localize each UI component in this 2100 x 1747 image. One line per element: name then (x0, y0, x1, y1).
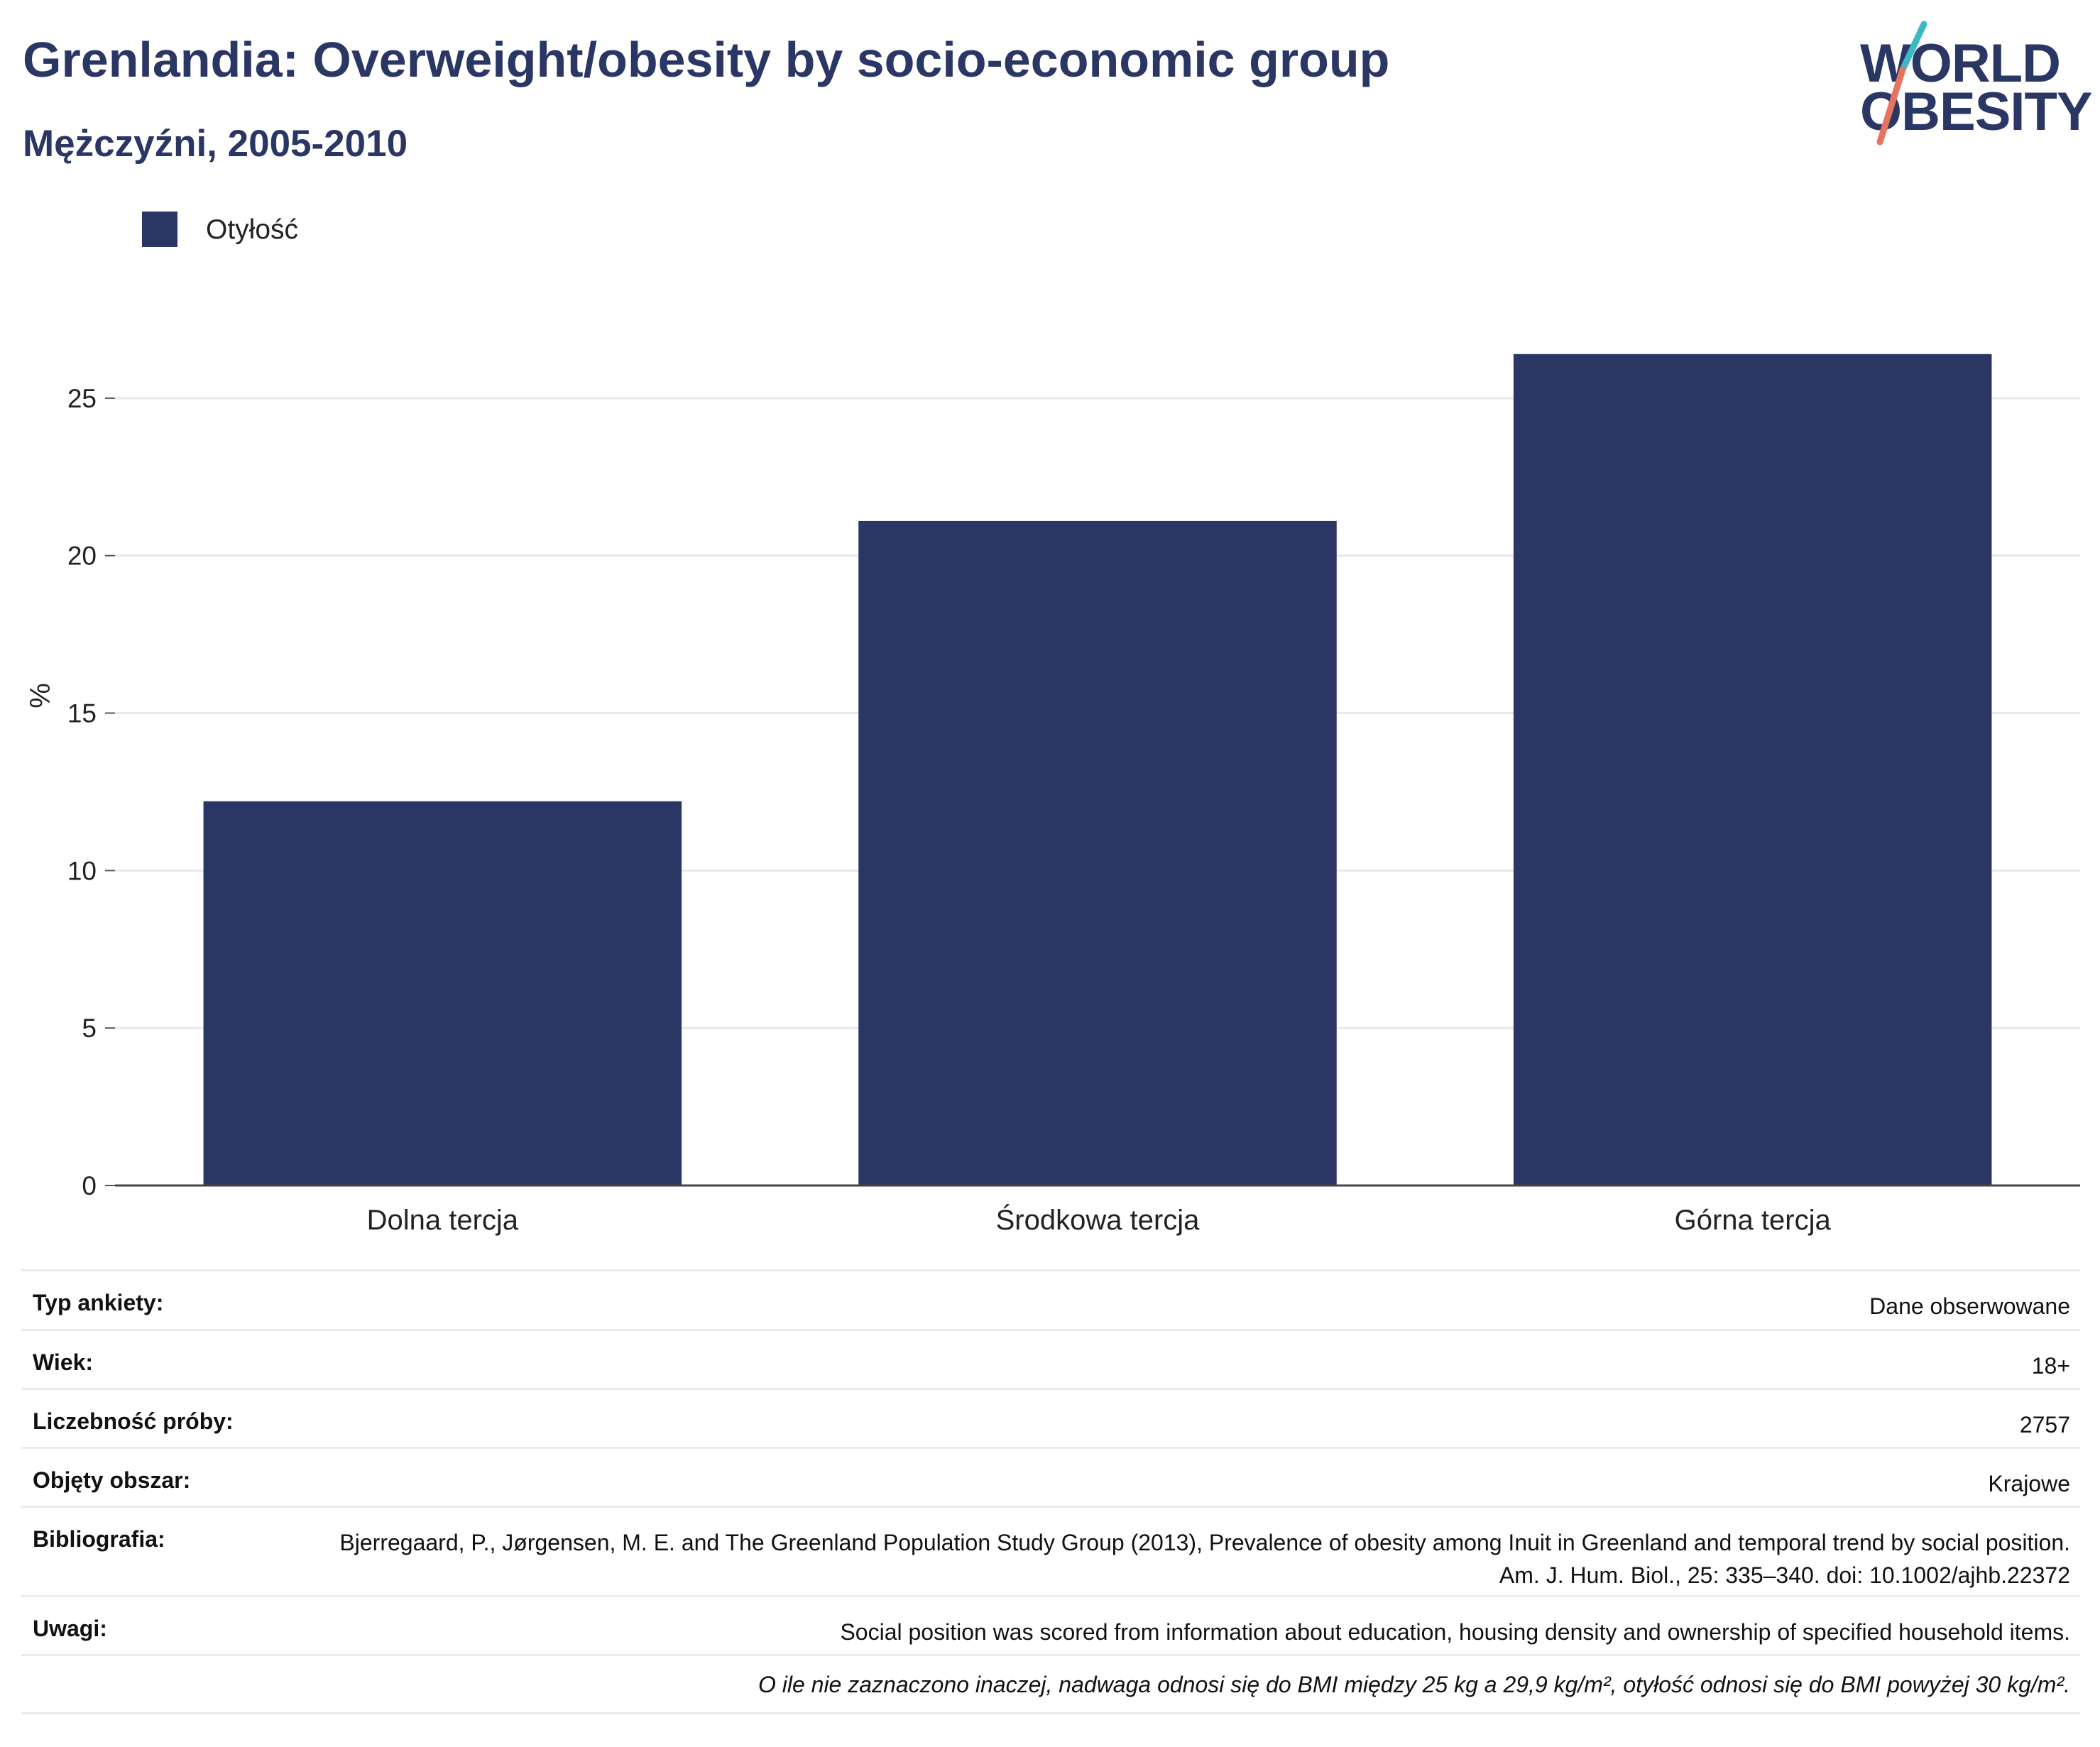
chart-subtitle: Mężczyźni, 2005-2010 (23, 123, 408, 165)
meta-label: Typ ankiety: (33, 1290, 164, 1315)
meta-label: Wiek: (33, 1349, 94, 1375)
y-tick-label: 25 (67, 384, 97, 413)
meta-row-area-covered: Objęty obszar: Krajowe (21, 1447, 2080, 1506)
bar-chart: 0 5 10 15 20 25% Dolna tercja Środkowa tercja Gó… (25, 354, 2080, 1236)
x-tick-label: Środkowa tercja (996, 1203, 1201, 1236)
definition-note: O ile nie zaznaczono inaczej, nadwaga od… (758, 1672, 2070, 1697)
meta-value: Krajowe (1988, 1471, 2070, 1496)
meta-label: Bibliografia: (33, 1526, 165, 1552)
bar-3 (1513, 354, 1992, 1185)
x-tick-label: Górna tercja (1675, 1205, 1832, 1236)
metadata-table: Typ ankiety: Dane obserwowane Wiek: 18+ … (21, 1269, 2080, 1714)
legend-swatch (142, 212, 177, 247)
y-tick-label: 10 (67, 856, 97, 885)
chart-title: Grenlandia: Overweight/obesity by socio-… (23, 32, 1390, 87)
y-tick-label: 20 (67, 542, 97, 571)
y-tick-label: 5 (82, 1014, 97, 1043)
meta-label: Objęty obszar: (33, 1467, 191, 1493)
meta-value: 2757 (2019, 1412, 2070, 1437)
bar-1 (203, 801, 682, 1185)
meta-row-definition-note: O ile nie zaznaczono inaczej, nadwaga od… (21, 1654, 2080, 1714)
meta-value: Dane obserwowane (1869, 1293, 2070, 1319)
meta-value: Bjerregaard, P., Jørgensen, M. E. and Th… (339, 1530, 2070, 1588)
legend-label: Otyłość (206, 214, 299, 245)
y-tick-label: 0 (82, 1171, 97, 1200)
meta-label: Uwagi: (33, 1616, 107, 1641)
y-axis-label: % (25, 683, 56, 708)
meta-row-age: Wiek: 18+ (21, 1329, 2080, 1388)
meta-row-bibliography: Bibliografia: Bjerregaard, P., Jørgensen… (21, 1506, 2080, 1595)
bar-2 (858, 520, 1337, 1185)
world-obesity-logo: WORLD OBESITY (1846, 20, 2093, 148)
meta-row-notes: Uwagi: Social position was scored from i… (21, 1595, 2080, 1654)
meta-row-sample-size: Liczebność próby: 2757 (21, 1388, 2080, 1447)
meta-value: Social position was scored from informat… (840, 1619, 2070, 1645)
logo-text-world: WORLD (1860, 33, 2061, 94)
meta-value: 18+ (2031, 1353, 2070, 1379)
logo-text-obesity: OBESITY (1860, 82, 2093, 142)
logo-slash-icon (1876, 21, 1927, 146)
meta-row-survey-type: Typ ankiety: Dane obserwowane (21, 1269, 2080, 1329)
y-tick-label: 15 (67, 699, 97, 728)
meta-label: Liczebność próby: (33, 1408, 234, 1434)
x-tick-label: Dolna tercja (367, 1205, 519, 1236)
